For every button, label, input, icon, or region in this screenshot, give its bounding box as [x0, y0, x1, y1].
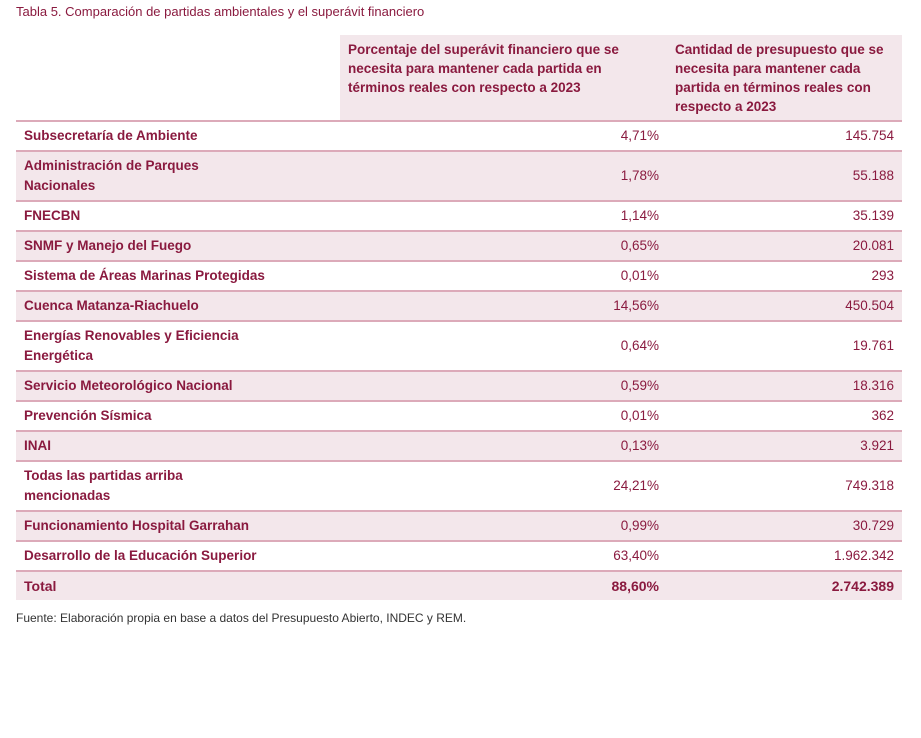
- header-amount: Cantidad de presupuesto que se necesita …: [667, 35, 902, 121]
- row-percentage: 1,14%: [340, 200, 667, 231]
- row-amount: 450.504: [667, 290, 902, 321]
- table-row: Sistema de Áreas Marinas Protegidas 0,01%…: [16, 260, 902, 291]
- header-percentage: Porcentaje del superávit financiero que …: [340, 35, 667, 121]
- row-amount: 2.742.389: [667, 570, 902, 600]
- source-note: Fuente: Elaboración propia en base a dat…: [16, 611, 467, 625]
- row-percentage: 4,71%: [340, 120, 667, 151]
- table-title: Tabla 5. Comparación de partidas ambient…: [16, 4, 425, 19]
- total-row: Total 88,60% 2.742.389: [16, 570, 902, 600]
- row-percentage: 63,40%: [340, 540, 667, 571]
- row-percentage: 0,99%: [340, 510, 667, 541]
- row-amount: 35.139: [667, 200, 902, 231]
- row-name: Subsecretaría de Ambiente: [16, 120, 340, 151]
- row-amount: 55.188: [667, 150, 902, 201]
- row-amount: 293: [667, 260, 902, 291]
- table-row: Subsecretaría de Ambiente 4,71% 145.754: [16, 120, 902, 151]
- row-amount: 19.761: [667, 320, 902, 371]
- row-name: FNECBN: [16, 200, 340, 231]
- table-row: Todas las partidas arriba mencionadas 24,…: [16, 460, 902, 511]
- row-amount: 20.081: [667, 230, 902, 261]
- header-row: Porcentaje del superávit financiero que …: [16, 35, 902, 121]
- table-row: INAI 0,13% 3.921: [16, 430, 902, 461]
- table-row: Cuenca Matanza-Riachuelo 14,56% 450.504: [16, 290, 902, 321]
- row-name: Administración de Parques Nacionales: [16, 150, 340, 201]
- table-body: Subsecretaría de Ambiente 4,71% 145.754 Adm…: [16, 120, 902, 600]
- row-name: Prevención Sísmica: [16, 400, 340, 431]
- row-percentage: 0,65%: [340, 230, 667, 261]
- row-name: Servicio Meteorológico Nacional: [16, 370, 340, 401]
- row-name: Total: [16, 570, 340, 600]
- table-row: Energías Renovables y Eficiencia Energét…: [16, 320, 902, 371]
- row-percentage: 0,13%: [340, 430, 667, 461]
- row-percentage: 0,64%: [340, 320, 667, 371]
- table-row: FNECBN 1,14% 35.139: [16, 200, 902, 231]
- row-name: Cuenca Matanza-Riachuelo: [16, 290, 340, 321]
- data-table: Porcentaje del superávit financiero que …: [16, 35, 902, 600]
- table-row: Servicio Meteorológico Nacional 0,59% 18.3…: [16, 370, 902, 401]
- row-amount: 3.921: [667, 430, 902, 461]
- table-row: Prevención Sísmica 0,01% 362: [16, 400, 902, 431]
- row-percentage: 24,21%: [340, 460, 667, 511]
- row-percentage: 88,60%: [340, 570, 667, 600]
- table-row: Administración de Parques Nacionales 1,78…: [16, 150, 902, 201]
- row-name: Energías Renovables y Eficiencia Energét…: [16, 320, 340, 371]
- row-amount: 30.729: [667, 510, 902, 541]
- row-percentage: 0,01%: [340, 400, 667, 431]
- row-amount: 362: [667, 400, 902, 431]
- table-row: SNMF y Manejo del Fuego 0,65% 20.081: [16, 230, 902, 261]
- row-percentage: 0,59%: [340, 370, 667, 401]
- row-percentage: 1,78%: [340, 150, 667, 201]
- row-amount: 145.754: [667, 120, 902, 151]
- table-row: Desarrollo de la Educación Superior 63,40…: [16, 540, 902, 571]
- header-blank: [16, 35, 340, 121]
- row-name: Sistema de Áreas Marinas Protegidas: [16, 260, 340, 291]
- row-name: Todas las partidas arriba mencionadas: [16, 460, 340, 511]
- row-name: SNMF y Manejo del Fuego: [16, 230, 340, 261]
- row-name: INAI: [16, 430, 340, 461]
- table-row: Funcionamiento Hospital Garrahan 0,99% 30.…: [16, 510, 902, 541]
- row-amount: 1.962.342: [667, 540, 902, 571]
- row-name: Funcionamiento Hospital Garrahan: [16, 510, 340, 541]
- row-amount: 18.316: [667, 370, 902, 401]
- page: Tabla 5. Comparación de partidas ambient…: [16, 4, 902, 625]
- row-percentage: 14,56%: [340, 290, 667, 321]
- row-amount: 749.318: [667, 460, 902, 511]
- row-percentage: 0,01%: [340, 260, 667, 291]
- row-name: Desarrollo de la Educación Superior: [16, 540, 340, 571]
